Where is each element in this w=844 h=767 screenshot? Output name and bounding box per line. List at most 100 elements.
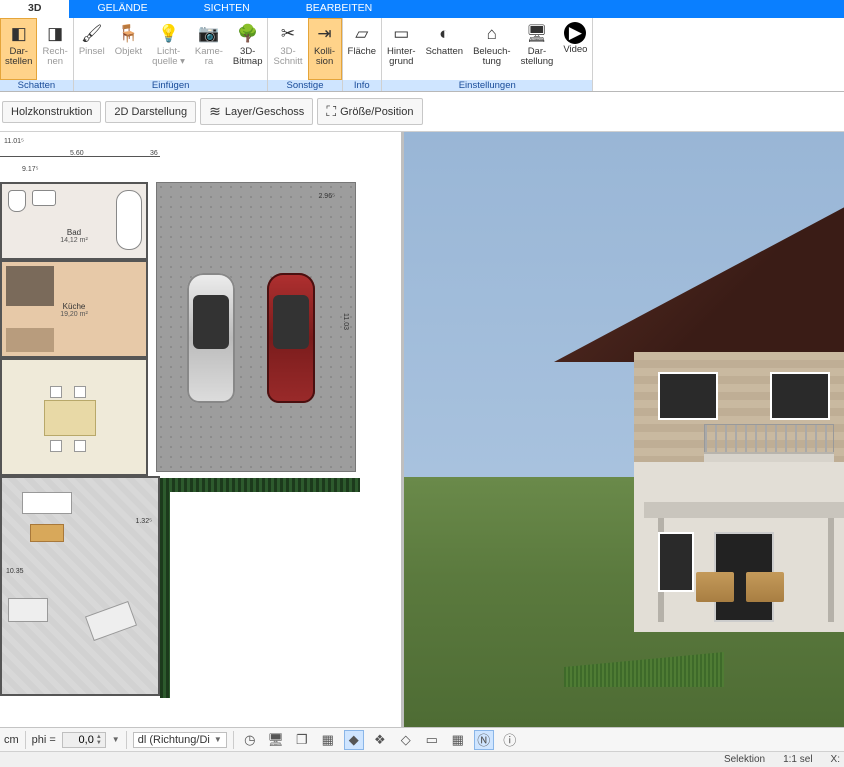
dim-living-left: 10.35 <box>6 568 24 575</box>
window <box>658 372 718 420</box>
tab-sichten[interactable]: SICHTEN <box>176 0 278 18</box>
cube-shaded-icon: ◧ <box>7 22 31 46</box>
monitor-icon: 🖥 <box>268 732 285 748</box>
sheet-button[interactable]: ▭ <box>422 730 442 750</box>
dim-total: 11.01⁵ <box>4 138 24 145</box>
status-coord-x: X: <box>831 754 840 765</box>
north-icon: Ⓝ <box>477 730 490 749</box>
grid-button[interactable]: ▦ <box>448 730 468 750</box>
layers-button[interactable]: ❐ <box>292 730 312 750</box>
window <box>658 532 694 592</box>
direction-dropdown[interactable]: dl (Richtung/Di ▼ <box>133 732 227 748</box>
phi-dropdown-arrow[interactable]: ▼ <box>112 735 120 744</box>
dim-right: 36 <box>150 150 158 157</box>
pillar <box>828 518 834 622</box>
room-kueche-label: Küche <box>63 302 86 311</box>
grid-icon: ▦ <box>452 732 464 748</box>
tab-3d[interactable]: 3D <box>0 0 69 18</box>
monitor-button[interactable]: 🖥 <box>266 730 286 750</box>
hintergrund-button[interactable]: ▭ Hinter-grund <box>382 18 421 80</box>
house-model <box>604 202 844 632</box>
section-icon: ✂ <box>276 22 300 46</box>
unit-label: cm <box>4 734 19 746</box>
fixture-counter2 <box>6 328 54 352</box>
info-button[interactable]: ⓘ <box>500 730 520 750</box>
cube-button[interactable]: ◇ <box>396 730 416 750</box>
phi-input[interactable] <box>66 734 94 746</box>
stack-button[interactable]: ▦ <box>318 730 338 750</box>
darstellen-button[interactable]: ◧ Dar-stellen <box>0 18 37 80</box>
camera-icon: 📷 <box>197 22 221 46</box>
2d-darstellung-button[interactable]: 2D Darstellung <box>105 101 196 123</box>
phi-spinner[interactable]: ▲▼ <box>62 732 106 748</box>
layers-icon: ≋ <box>209 103 221 120</box>
rechnen-label: Rech-nen <box>42 47 67 67</box>
bench <box>746 572 784 602</box>
ribbon-group-einfuegen: 🖌 Pinsel 🪑 Objekt 💡 Licht-quelle ▾ 📷 Kam… <box>74 18 269 91</box>
stack-icon: ▦ <box>322 732 334 748</box>
spinner-arrows[interactable]: ▲▼ <box>96 734 102 746</box>
rechnen-button[interactable]: ◨ Rech-nen <box>37 18 72 80</box>
hedge <box>160 478 360 492</box>
pinsel-button[interactable]: 🖌 Pinsel <box>74 18 110 80</box>
floorplan-viewport[interactable]: 11.01⁵ 5.60 9.17⁵ 36 Bad 14,12 m² <box>0 132 404 727</box>
schatten2-button[interactable]: ◐ Schatten <box>421 18 469 80</box>
layer-geschoss-button[interactable]: ≋ Layer/Geschoss <box>200 98 313 125</box>
plane2-button[interactable]: ❖ <box>370 730 390 750</box>
beleuchtung-button[interactable]: ⌂ Beleuch-tung <box>468 18 516 80</box>
car-silver <box>187 273 235 403</box>
parking-area[interactable]: 11.03 2.96⁵ <box>156 182 356 472</box>
fixture-toilet <box>8 190 26 212</box>
3d-bitmap-button[interactable]: 🌳 3D-Bitmap <box>228 18 268 80</box>
room-living[interactable]: 10.35 1.32⁵ <box>0 476 160 696</box>
kamera-button[interactable]: 📷 Kame-ra <box>190 18 228 80</box>
tab-bearbeiten[interactable]: BEARBEITEN <box>278 0 401 18</box>
group-title-sonstige: Sonstige <box>268 80 341 92</box>
groesse-position-button[interactable]: ⛶ Größe/Position <box>317 98 422 125</box>
holzkonstruktion-button[interactable]: Holzkonstruktion <box>2 101 101 123</box>
car-red <box>267 273 315 403</box>
3d-schnitt-button[interactable]: ✂ 3D-Schnitt <box>268 18 307 80</box>
fixture-sink <box>32 190 56 206</box>
furniture-sofa <box>22 492 72 514</box>
video-button[interactable]: ▶ Video <box>558 18 592 80</box>
north-button[interactable]: Ⓝ <box>474 730 494 750</box>
lichtquelle-button[interactable]: 💡 Licht-quelle ▾ <box>147 18 190 80</box>
kollision-button[interactable]: ⇥ Kolli-sion <box>308 18 342 80</box>
background-icon: ▭ <box>389 22 413 46</box>
furniture-coffee-table <box>30 524 64 542</box>
darstellen-label: Dar-stellen <box>5 47 32 67</box>
shadow-icon: ◐ <box>432 22 456 46</box>
darstellung-button[interactable]: 🖥 Dar-stellung <box>516 18 559 80</box>
plane1-button[interactable]: ◆ <box>344 730 364 750</box>
tree-icon: 🌳 <box>236 22 260 46</box>
area-icon: ▱ <box>350 22 374 46</box>
dim-parking-h: 11.03 <box>342 313 349 330</box>
brush-icon: 🖌 <box>80 22 104 46</box>
room-kueche[interactable]: Küche 19,20 m² <box>0 260 148 358</box>
phi-label: phi = <box>32 734 56 746</box>
dim-living-right: 1.32⁵ <box>135 518 152 525</box>
menubar: 3D GELÄNDE SICHTEN BEARBEITEN <box>0 0 844 18</box>
furniture-chair <box>74 440 86 452</box>
balcony-railing <box>704 424 834 454</box>
ribbon-group-einstellungen: ▭ Hinter-grund ◐ Schatten ⌂ Beleuch-tung… <box>382 18 593 91</box>
room-zimmer[interactable]: zimmer <box>0 358 148 476</box>
ribbon-group-schatten: ◧ Dar-stellen ◨ Rech-nen Schatten <box>0 18 74 91</box>
room-kueche-area: 19,20 m² <box>2 311 146 318</box>
status-selection: Selektion <box>724 754 765 765</box>
flaeche-button[interactable]: ▱ Fläche <box>343 18 382 80</box>
clock-button[interactable]: ◷ <box>240 730 260 750</box>
ribbon-group-sonstige: ✂ 3D-Schnitt ⇥ Kolli-sion Sonstige <box>268 18 342 91</box>
objekt-button[interactable]: 🪑 Objekt <box>110 18 147 80</box>
room-bad[interactable]: Bad 14,12 m² <box>0 182 148 260</box>
ribbon-group-info: ▱ Fläche Info <box>343 18 383 91</box>
work-area: 11.01⁵ 5.60 9.17⁵ 36 Bad 14,12 m² <box>0 132 844 727</box>
status-scale: 1:1 sel <box>783 754 812 765</box>
tab-gelaende[interactable]: GELÄNDE <box>69 0 175 18</box>
3d-viewport[interactable] <box>404 132 844 727</box>
cube-calc-icon: ◨ <box>43 22 67 46</box>
chevron-down-icon: ▼ <box>214 735 222 744</box>
group-title-schatten: Schatten <box>0 80 73 92</box>
furniture-chair <box>74 386 86 398</box>
